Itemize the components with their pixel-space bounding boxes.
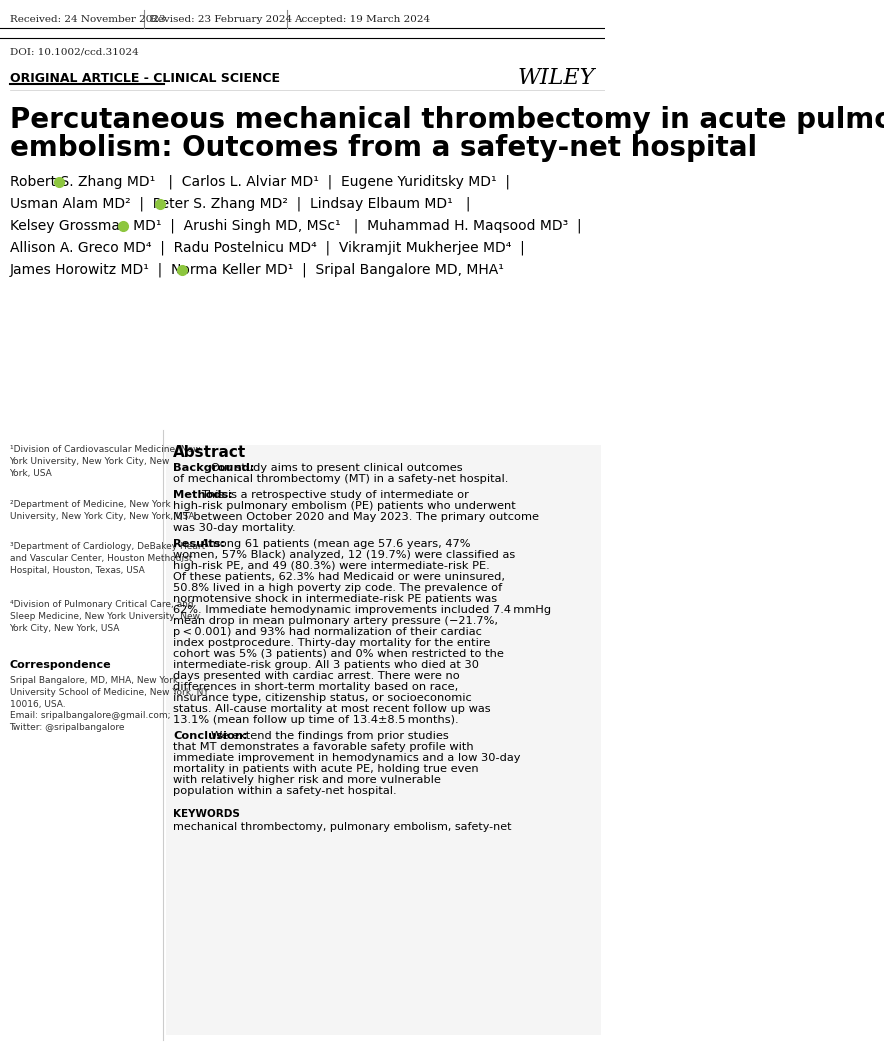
- Text: Revised: 23 February 2024: Revised: 23 February 2024: [150, 15, 293, 24]
- Text: This is a retrospective study of intermediate or: This is a retrospective study of interme…: [202, 490, 469, 500]
- Text: James Horowitz MD¹  |  Norma Keller MD¹  |  Sripal Bangalore MD, MHA¹: James Horowitz MD¹ | Norma Keller MD¹ | …: [10, 263, 514, 278]
- Text: Sripal Bangalore, MD, MHA, New York
University School of Medicine, New York, NY
: Sripal Bangalore, MD, MHA, New York Univ…: [10, 677, 209, 732]
- Text: Usman Alam MD²  |  Peter S. Zhang MD²  |  Lindsay Elbaum MD¹   |: Usman Alam MD² | Peter S. Zhang MD² | Li…: [10, 196, 470, 211]
- FancyBboxPatch shape: [166, 445, 601, 1035]
- Text: ⁴Division of Pulmonary Critical Care, and
Sleep Medicine, New York University, N: ⁴Division of Pulmonary Critical Care, an…: [10, 600, 200, 633]
- Text: that MT demonstrates a favorable safety profile with: that MT demonstrates a favorable safety …: [173, 742, 474, 752]
- Text: high-risk PE, and 49 (80.3%) were intermediate-risk PE.: high-risk PE, and 49 (80.3%) were interm…: [173, 561, 490, 571]
- Text: population within a safety-net hospital.: population within a safety-net hospital.: [173, 786, 397, 796]
- Text: We extend the findings from prior studies: We extend the findings from prior studie…: [211, 731, 449, 741]
- Text: ³Department of Cardiology, DeBakey Heart
and Vascular Center, Houston Methodist
: ³Department of Cardiology, DeBakey Heart…: [10, 542, 205, 574]
- Text: was 30-day mortality.: was 30-day mortality.: [173, 523, 295, 533]
- Text: Robert S. Zhang MD¹   |  Carlos L. Alviar MD¹  |  Eugene Yuriditsky MD¹  |: Robert S. Zhang MD¹ | Carlos L. Alviar M…: [10, 174, 509, 189]
- Text: immediate improvement in hemodynamics and a low 30-day: immediate improvement in hemodynamics an…: [173, 753, 521, 763]
- Text: index postprocedure. Thirty-day mortality for the entire: index postprocedure. Thirty-day mortalit…: [173, 638, 491, 648]
- Text: 50.8% lived in a high poverty zip code. The prevalence of: 50.8% lived in a high poverty zip code. …: [173, 583, 502, 593]
- Text: ¹Division of Cardiovascular Medicine, New
York University, New York City, New
Yo: ¹Division of Cardiovascular Medicine, Ne…: [10, 445, 200, 477]
- Text: normotensive shock in intermediate-risk PE patients was: normotensive shock in intermediate-risk …: [173, 594, 497, 604]
- Text: p < 0.001) and 93% had normalization of their cardiac: p < 0.001) and 93% had normalization of …: [173, 627, 482, 637]
- Text: with relatively higher risk and more vulnerable: with relatively higher risk and more vul…: [173, 775, 441, 785]
- Text: cohort was 5% (3 patients) and 0% when restricted to the: cohort was 5% (3 patients) and 0% when r…: [173, 649, 504, 659]
- Text: Correspondence: Correspondence: [10, 660, 111, 670]
- Text: Abstract: Abstract: [173, 445, 247, 460]
- Text: women, 57% Black) analyzed, 12 (19.7%) were classified as: women, 57% Black) analyzed, 12 (19.7%) w…: [173, 550, 515, 560]
- Text: WILEY: WILEY: [517, 67, 595, 89]
- Text: ORIGINAL ARTICLE - CLINICAL SCIENCE: ORIGINAL ARTICLE - CLINICAL SCIENCE: [10, 71, 279, 85]
- Text: 13.1% (mean follow up time of 13.4±8.5 months).: 13.1% (mean follow up time of 13.4±8.5 m…: [173, 715, 459, 725]
- Text: insurance type, citizenship status, or socioeconomic: insurance type, citizenship status, or s…: [173, 693, 472, 703]
- Text: Methods:: Methods:: [173, 490, 232, 500]
- Text: Percutaneous mechanical thrombectomy in acute pulmonary: Percutaneous mechanical thrombectomy in …: [10, 106, 884, 134]
- Text: mortality in patients with acute PE, holding true even: mortality in patients with acute PE, hol…: [173, 764, 478, 774]
- Text: Received: 24 November 2023: Received: 24 November 2023: [10, 15, 165, 24]
- Text: MT between October 2020 and May 2023. The primary outcome: MT between October 2020 and May 2023. Th…: [173, 512, 539, 522]
- Text: KEYWORDS: KEYWORDS: [173, 809, 240, 818]
- Text: Our study aims to present clinical outcomes: Our study aims to present clinical outco…: [211, 462, 463, 473]
- Text: high-risk pulmonary embolism (PE) patients who underwent: high-risk pulmonary embolism (PE) patien…: [173, 501, 515, 511]
- Text: Background:: Background:: [173, 462, 255, 473]
- Text: Allison A. Greco MD⁴  |  Radu Postelnicu MD⁴  |  Vikramjit Mukherjee MD⁴  |: Allison A. Greco MD⁴ | Radu Postelnicu M…: [10, 241, 524, 255]
- Text: DOI: 10.1002/ccd.31024: DOI: 10.1002/ccd.31024: [10, 47, 138, 56]
- Text: Results:: Results:: [173, 539, 225, 549]
- Text: status. All-cause mortality at most recent follow up was: status. All-cause mortality at most rece…: [173, 704, 491, 714]
- Text: differences in short-term mortality based on race,: differences in short-term mortality base…: [173, 682, 458, 692]
- Text: intermediate-risk group. All 3 patients who died at 30: intermediate-risk group. All 3 patients …: [173, 660, 479, 670]
- Text: ²Department of Medicine, New York
University, New York City, New York, USA: ²Department of Medicine, New York Univer…: [10, 500, 194, 521]
- Text: mean drop in mean pulmonary artery pressure (−21.7%,: mean drop in mean pulmonary artery press…: [173, 616, 498, 626]
- Text: mechanical thrombectomy, pulmonary embolism, safety-net: mechanical thrombectomy, pulmonary embol…: [173, 822, 512, 832]
- Text: embolism: Outcomes from a safety-net hospital: embolism: Outcomes from a safety-net hos…: [10, 134, 757, 162]
- Text: Conclusion:: Conclusion:: [173, 731, 248, 741]
- Text: days presented with cardiac arrest. There were no: days presented with cardiac arrest. Ther…: [173, 671, 460, 681]
- Text: 62%. Immediate hemodynamic improvements included 7.4 mmHg: 62%. Immediate hemodynamic improvements …: [173, 606, 551, 615]
- Text: Among 61 patients (mean age 57.6 years, 47%: Among 61 patients (mean age 57.6 years, …: [202, 539, 471, 549]
- Text: Of these patients, 62.3% had Medicaid or were uninsured,: Of these patients, 62.3% had Medicaid or…: [173, 572, 505, 582]
- Text: of mechanical thrombectomy (MT) in a safety-net hospital.: of mechanical thrombectomy (MT) in a saf…: [173, 474, 508, 484]
- Text: Accepted: 19 March 2024: Accepted: 19 March 2024: [294, 15, 431, 24]
- Text: Kelsey Grossman MD¹  |  Arushi Singh MD, MSc¹   |  Muhammad H. Maqsood MD³  |: Kelsey Grossman MD¹ | Arushi Singh MD, M…: [10, 219, 581, 233]
